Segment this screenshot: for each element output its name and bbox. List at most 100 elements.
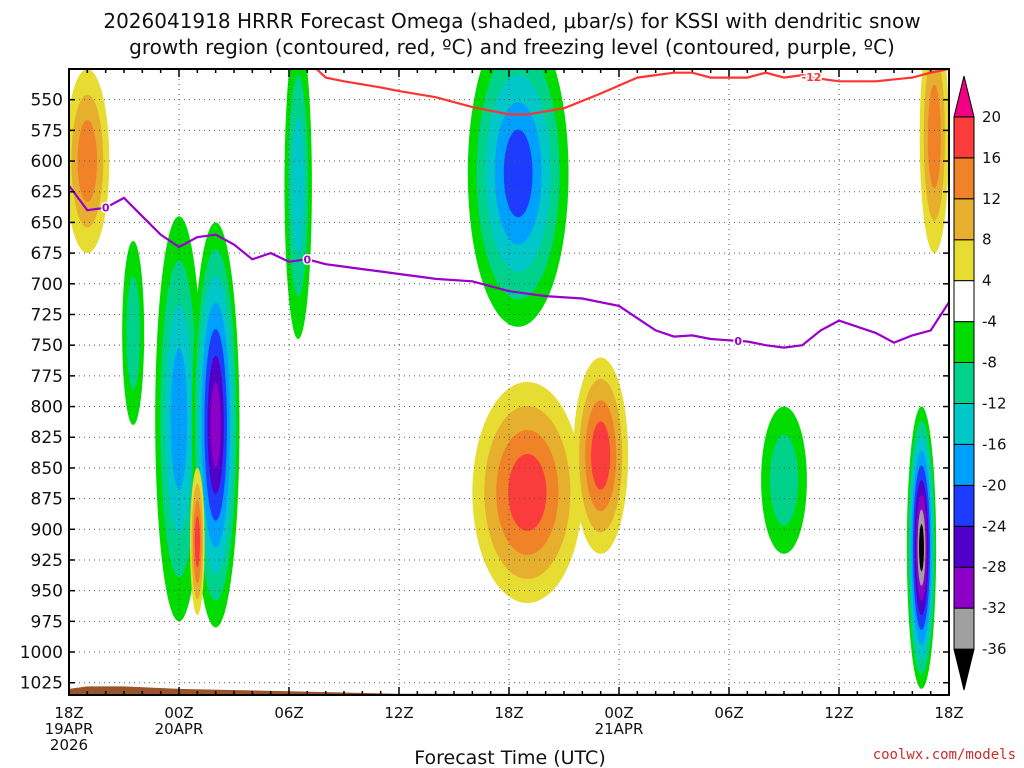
y-tick-label: 575 xyxy=(31,121,63,141)
y-tick-label: 600 xyxy=(31,152,63,172)
colorbar-swatch xyxy=(953,443,975,486)
omega-band xyxy=(77,120,98,202)
omega-feature-late-positive-aloft xyxy=(919,69,949,254)
colorbar-label: -24 xyxy=(982,517,1007,535)
colorbar-label: -20 xyxy=(982,476,1007,494)
y-tick-label: 750 xyxy=(31,336,63,356)
colorbar-swatch xyxy=(953,362,975,404)
x-axis-title: Forecast Time (UTC) xyxy=(414,747,605,768)
omega-feature-early-subsidence xyxy=(190,467,205,616)
x-tick-label: 18Z xyxy=(494,704,523,722)
colorbar-swatch xyxy=(953,321,975,364)
x-tick-label: 18Z xyxy=(934,704,963,722)
colorbar-swatch xyxy=(953,607,975,650)
y-tick-label: 1000 xyxy=(20,643,63,663)
colorbar-label: 4 xyxy=(982,272,992,290)
omega-band xyxy=(919,524,924,572)
y-tick-label: 700 xyxy=(31,275,63,295)
omega-feature-morning-ascent-low xyxy=(761,406,807,554)
y-tick-label: 975 xyxy=(31,612,63,632)
colorbar-swatch xyxy=(953,525,975,568)
omega-band xyxy=(769,434,799,526)
freezing-level-label: 0 xyxy=(304,253,312,266)
omega-feature-late-ascent-near-surface xyxy=(906,406,937,689)
colorbar-label: -28 xyxy=(982,558,1007,576)
omega-band xyxy=(927,84,941,189)
y-tick-label: 1025 xyxy=(20,674,63,694)
colorbar-label: -32 xyxy=(982,599,1007,617)
colorbar-label: 8 xyxy=(982,231,992,249)
y-tick-label: 800 xyxy=(31,398,63,418)
x-tick-label: 00Z xyxy=(164,704,193,722)
colorbar-swatch xyxy=(953,484,975,527)
chart-title-line-2: growth region (contoured, red, ºC) and f… xyxy=(129,35,895,59)
colorbar-label: -16 xyxy=(982,435,1007,453)
x-tick-label: 12Z xyxy=(384,704,413,722)
dgz-isotherm-contour xyxy=(315,69,949,116)
omega-band xyxy=(591,421,611,490)
omega-feature-overnight-subsidence xyxy=(573,357,629,554)
freezing-level-label: 0 xyxy=(102,202,110,215)
omega-feature-evening-subsidence-low xyxy=(472,382,583,603)
y-tick-label: 850 xyxy=(31,459,63,479)
colorbar-label: 16 xyxy=(982,149,1001,167)
y-tick-label: 550 xyxy=(31,91,63,111)
x-tick-label: 12Z xyxy=(824,704,853,722)
omega-feature-early-ascent-column-b xyxy=(191,222,240,628)
colorbar-label: -12 xyxy=(982,394,1007,412)
colorbar-label: -4 xyxy=(982,313,997,331)
omega-band xyxy=(170,348,188,490)
x-tick-label: 06Z xyxy=(714,704,743,722)
y-tick-label: 825 xyxy=(31,428,63,448)
omega-band xyxy=(210,382,221,468)
omega-feature-evening-ascent-aloft xyxy=(467,69,569,327)
x-tick-label: 2026 xyxy=(50,736,88,754)
x-tick-label: 18Z xyxy=(54,704,83,722)
colorbar-swatch xyxy=(953,402,975,445)
plot-frame xyxy=(68,68,950,696)
x-tick-label: 19APR xyxy=(45,720,94,738)
chart-title-line-1: 2026041918 HRRR Forecast Omega (shaded, … xyxy=(103,9,921,33)
colorbar-swatch xyxy=(953,157,975,200)
contour-labels: 0 0 0 -12 xyxy=(100,69,823,349)
y-tick-label: 950 xyxy=(31,582,63,602)
x-tick-label: 06Z xyxy=(274,704,303,722)
colorbar-label: 12 xyxy=(982,190,1001,208)
colorbar-swatch xyxy=(953,280,975,323)
colorbar-swatch xyxy=(953,116,975,159)
colorbar-label: 20 xyxy=(982,108,1001,126)
y-axis-ticks: 550 575 600 625 650 675 700 725 750 775 800 825 850 8… xyxy=(20,91,949,694)
x-tick-label: 00Z xyxy=(604,704,633,722)
colorbar-label: -36 xyxy=(982,640,1007,658)
colorbar: -36 -32 -28 -24 -20 -16 -12 -8 -4 4 8 12 16 20 xyxy=(953,75,1007,691)
x-tick-label: 20APR xyxy=(155,720,204,738)
colorbar-swatch xyxy=(953,198,975,241)
y-tick-label: 650 xyxy=(31,213,63,233)
omega-band xyxy=(194,515,200,568)
y-tick-label: 900 xyxy=(31,520,63,540)
omega-feature-midday-ascent-aloft xyxy=(284,69,312,339)
omega-band xyxy=(126,276,140,390)
chart-title: 2026041918 HRRR Forecast Omega (shaded, … xyxy=(0,8,1024,60)
omega-band xyxy=(292,117,305,254)
colorbar-swatch xyxy=(953,566,975,609)
freezing-level-contour xyxy=(69,184,949,349)
colorbar-label: -8 xyxy=(982,354,997,372)
omega-feature-early-ascent-column-c xyxy=(122,240,145,425)
colorbar-swatch xyxy=(953,239,975,282)
dgz-isotherm-label: -12 xyxy=(802,71,822,84)
y-tick-label: 925 xyxy=(31,551,63,571)
colorbar-swatch xyxy=(953,75,975,118)
credit-text: coolwx.com/models xyxy=(873,747,1016,763)
colorbar-swatch xyxy=(953,648,975,691)
y-tick-label: 675 xyxy=(31,244,63,264)
y-tick-label: 875 xyxy=(31,490,63,510)
y-tick-label: 775 xyxy=(31,367,63,387)
y-tick-label: 725 xyxy=(31,305,63,325)
omega-shading xyxy=(69,69,949,689)
omega-band xyxy=(503,129,533,218)
x-tick-label: 21APR xyxy=(595,720,644,738)
freezing-level-label: 0 xyxy=(734,335,742,348)
